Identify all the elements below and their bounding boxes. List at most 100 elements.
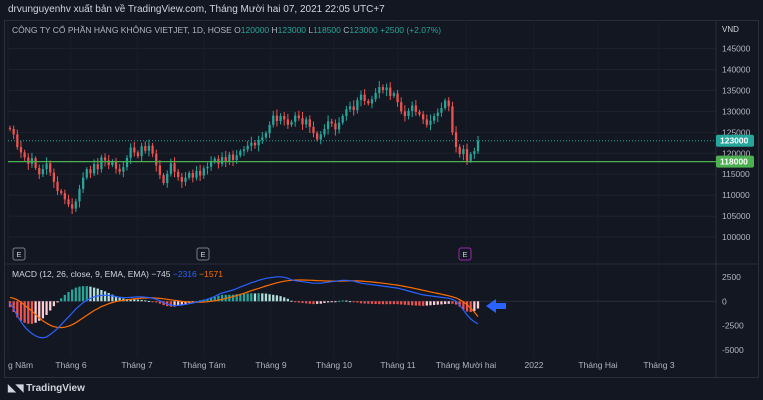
macd-histogram-bar bbox=[235, 294, 238, 302]
candle-body bbox=[191, 172, 194, 178]
macd-histogram-bar bbox=[118, 297, 121, 302]
macd-histogram-bar bbox=[326, 301, 330, 303]
close-value: 123000 bbox=[349, 25, 378, 35]
macd-histogram-bar bbox=[253, 293, 257, 302]
macd-histogram-bar bbox=[49, 301, 52, 311]
candle-body bbox=[370, 99, 374, 104]
candle-body bbox=[454, 132, 458, 147]
candle-body bbox=[224, 157, 227, 162]
candle-body bbox=[286, 119, 290, 125]
footer: ◣◥ TradingView bbox=[0, 378, 763, 400]
macd-histogram-bar bbox=[133, 299, 136, 302]
macd-histogram-bar bbox=[63, 294, 66, 302]
chart-frame[interactable] bbox=[4, 20, 759, 378]
macd-histogram-bar bbox=[30, 301, 34, 324]
candle-body bbox=[363, 94, 366, 101]
low-value: 118500 bbox=[313, 25, 341, 35]
macd-histogram-bar bbox=[330, 301, 333, 303]
candle-body bbox=[188, 172, 191, 178]
candle-body bbox=[209, 161, 213, 167]
macd-histogram-bar bbox=[220, 294, 224, 302]
candle-body bbox=[422, 114, 425, 120]
macd-histogram-bar bbox=[312, 301, 315, 305]
candle-body bbox=[173, 163, 176, 172]
macd-histogram-bar bbox=[436, 301, 439, 305]
macd-histogram-bar bbox=[272, 294, 275, 302]
publisher-line: drvunguyenhv xuất bản về TradingView.com… bbox=[8, 4, 385, 15]
price-tick-label: 105000 bbox=[722, 211, 751, 221]
candle-body bbox=[41, 169, 45, 175]
candle-body bbox=[326, 121, 330, 129]
macd-tick-label: 2500 bbox=[722, 272, 741, 282]
currency-unit: VND bbox=[722, 25, 739, 34]
candle-body bbox=[458, 147, 461, 155]
candle-body bbox=[19, 147, 23, 153]
macd-histogram-bar bbox=[136, 299, 140, 302]
brand-label: TradingView bbox=[26, 383, 85, 394]
price-tick-label: 140000 bbox=[722, 65, 751, 75]
macd-histogram-bar bbox=[147, 300, 151, 302]
candle-body bbox=[30, 158, 34, 164]
macd-histogram-bar bbox=[275, 295, 279, 302]
candle-body bbox=[12, 128, 15, 135]
candle-body bbox=[23, 152, 26, 158]
macd-label: MACD (12, 26, close, 9, EMA, EMA) bbox=[12, 269, 149, 279]
macd-histogram-bar bbox=[352, 301, 355, 303]
candle-body bbox=[220, 157, 224, 164]
macd-histogram-bar bbox=[250, 293, 253, 302]
candle-body bbox=[147, 145, 151, 151]
macd-tick-label: -2500 bbox=[722, 321, 744, 331]
candle-body bbox=[396, 93, 399, 103]
macd-histogram-bar bbox=[34, 301, 37, 323]
earnings-marker bbox=[196, 247, 210, 261]
macd-histogram-bar bbox=[334, 301, 337, 303]
macd-histogram-bar bbox=[403, 301, 407, 305]
candle-body bbox=[308, 119, 311, 127]
macd-histogram-bar bbox=[169, 301, 173, 307]
macd-legend: MACD (12, 26, close, 9, EMA, EMA) −745 −… bbox=[12, 269, 223, 279]
change-value: +2500 (+2.07%) bbox=[380, 25, 442, 35]
candle-body bbox=[129, 147, 132, 158]
macd-histogram-bar bbox=[400, 301, 403, 305]
macd-histogram-bar bbox=[447, 301, 450, 304]
candle-body bbox=[85, 169, 88, 178]
candle-body bbox=[100, 157, 103, 170]
candle-body bbox=[162, 175, 165, 184]
macd-histogram-bar bbox=[206, 298, 209, 302]
tradingview-icon: ◣◥ bbox=[8, 383, 27, 394]
macd-histogram-bar bbox=[411, 301, 414, 306]
candle-body bbox=[451, 106, 454, 133]
support-price-label: 118000 bbox=[720, 157, 748, 167]
macd-histogram-bar bbox=[16, 301, 19, 318]
candle-body bbox=[38, 167, 41, 175]
close-label: C bbox=[343, 25, 350, 35]
symbol-label: CÔNG TY CỔ PHẦN HÀNG KHÔNG VIETJET, 1D, … bbox=[12, 25, 232, 35]
macd-histogram-bar bbox=[89, 286, 92, 302]
price-tick-label: 115000 bbox=[722, 169, 750, 179]
price-tick-label: 120000 bbox=[722, 148, 751, 158]
time-tick-label: Tháng 7 bbox=[121, 360, 152, 370]
candle-body bbox=[341, 116, 344, 123]
candle-body bbox=[345, 109, 348, 117]
macd-histogram-bar bbox=[290, 300, 293, 302]
candle-body bbox=[81, 177, 85, 189]
candle-body bbox=[213, 158, 216, 162]
candle-body bbox=[257, 139, 260, 146]
candle-body bbox=[443, 100, 447, 109]
candle-body bbox=[239, 151, 242, 156]
candle-body bbox=[367, 100, 370, 104]
candle-body bbox=[385, 87, 388, 91]
candle-body bbox=[403, 111, 407, 117]
macd-histogram-bar bbox=[286, 298, 290, 302]
macd-histogram-bar bbox=[476, 301, 480, 309]
macd-histogram-bar bbox=[239, 293, 242, 302]
candle-body bbox=[166, 173, 169, 184]
candle-body bbox=[374, 92, 377, 100]
macd-histogram-bar bbox=[177, 301, 180, 306]
macd-histogram-bar bbox=[81, 286, 85, 302]
macd-histogram-bar bbox=[345, 300, 348, 302]
candle-body bbox=[337, 122, 341, 130]
macd-histogram-bar bbox=[74, 287, 77, 302]
macd-histogram-bar bbox=[305, 301, 308, 304]
